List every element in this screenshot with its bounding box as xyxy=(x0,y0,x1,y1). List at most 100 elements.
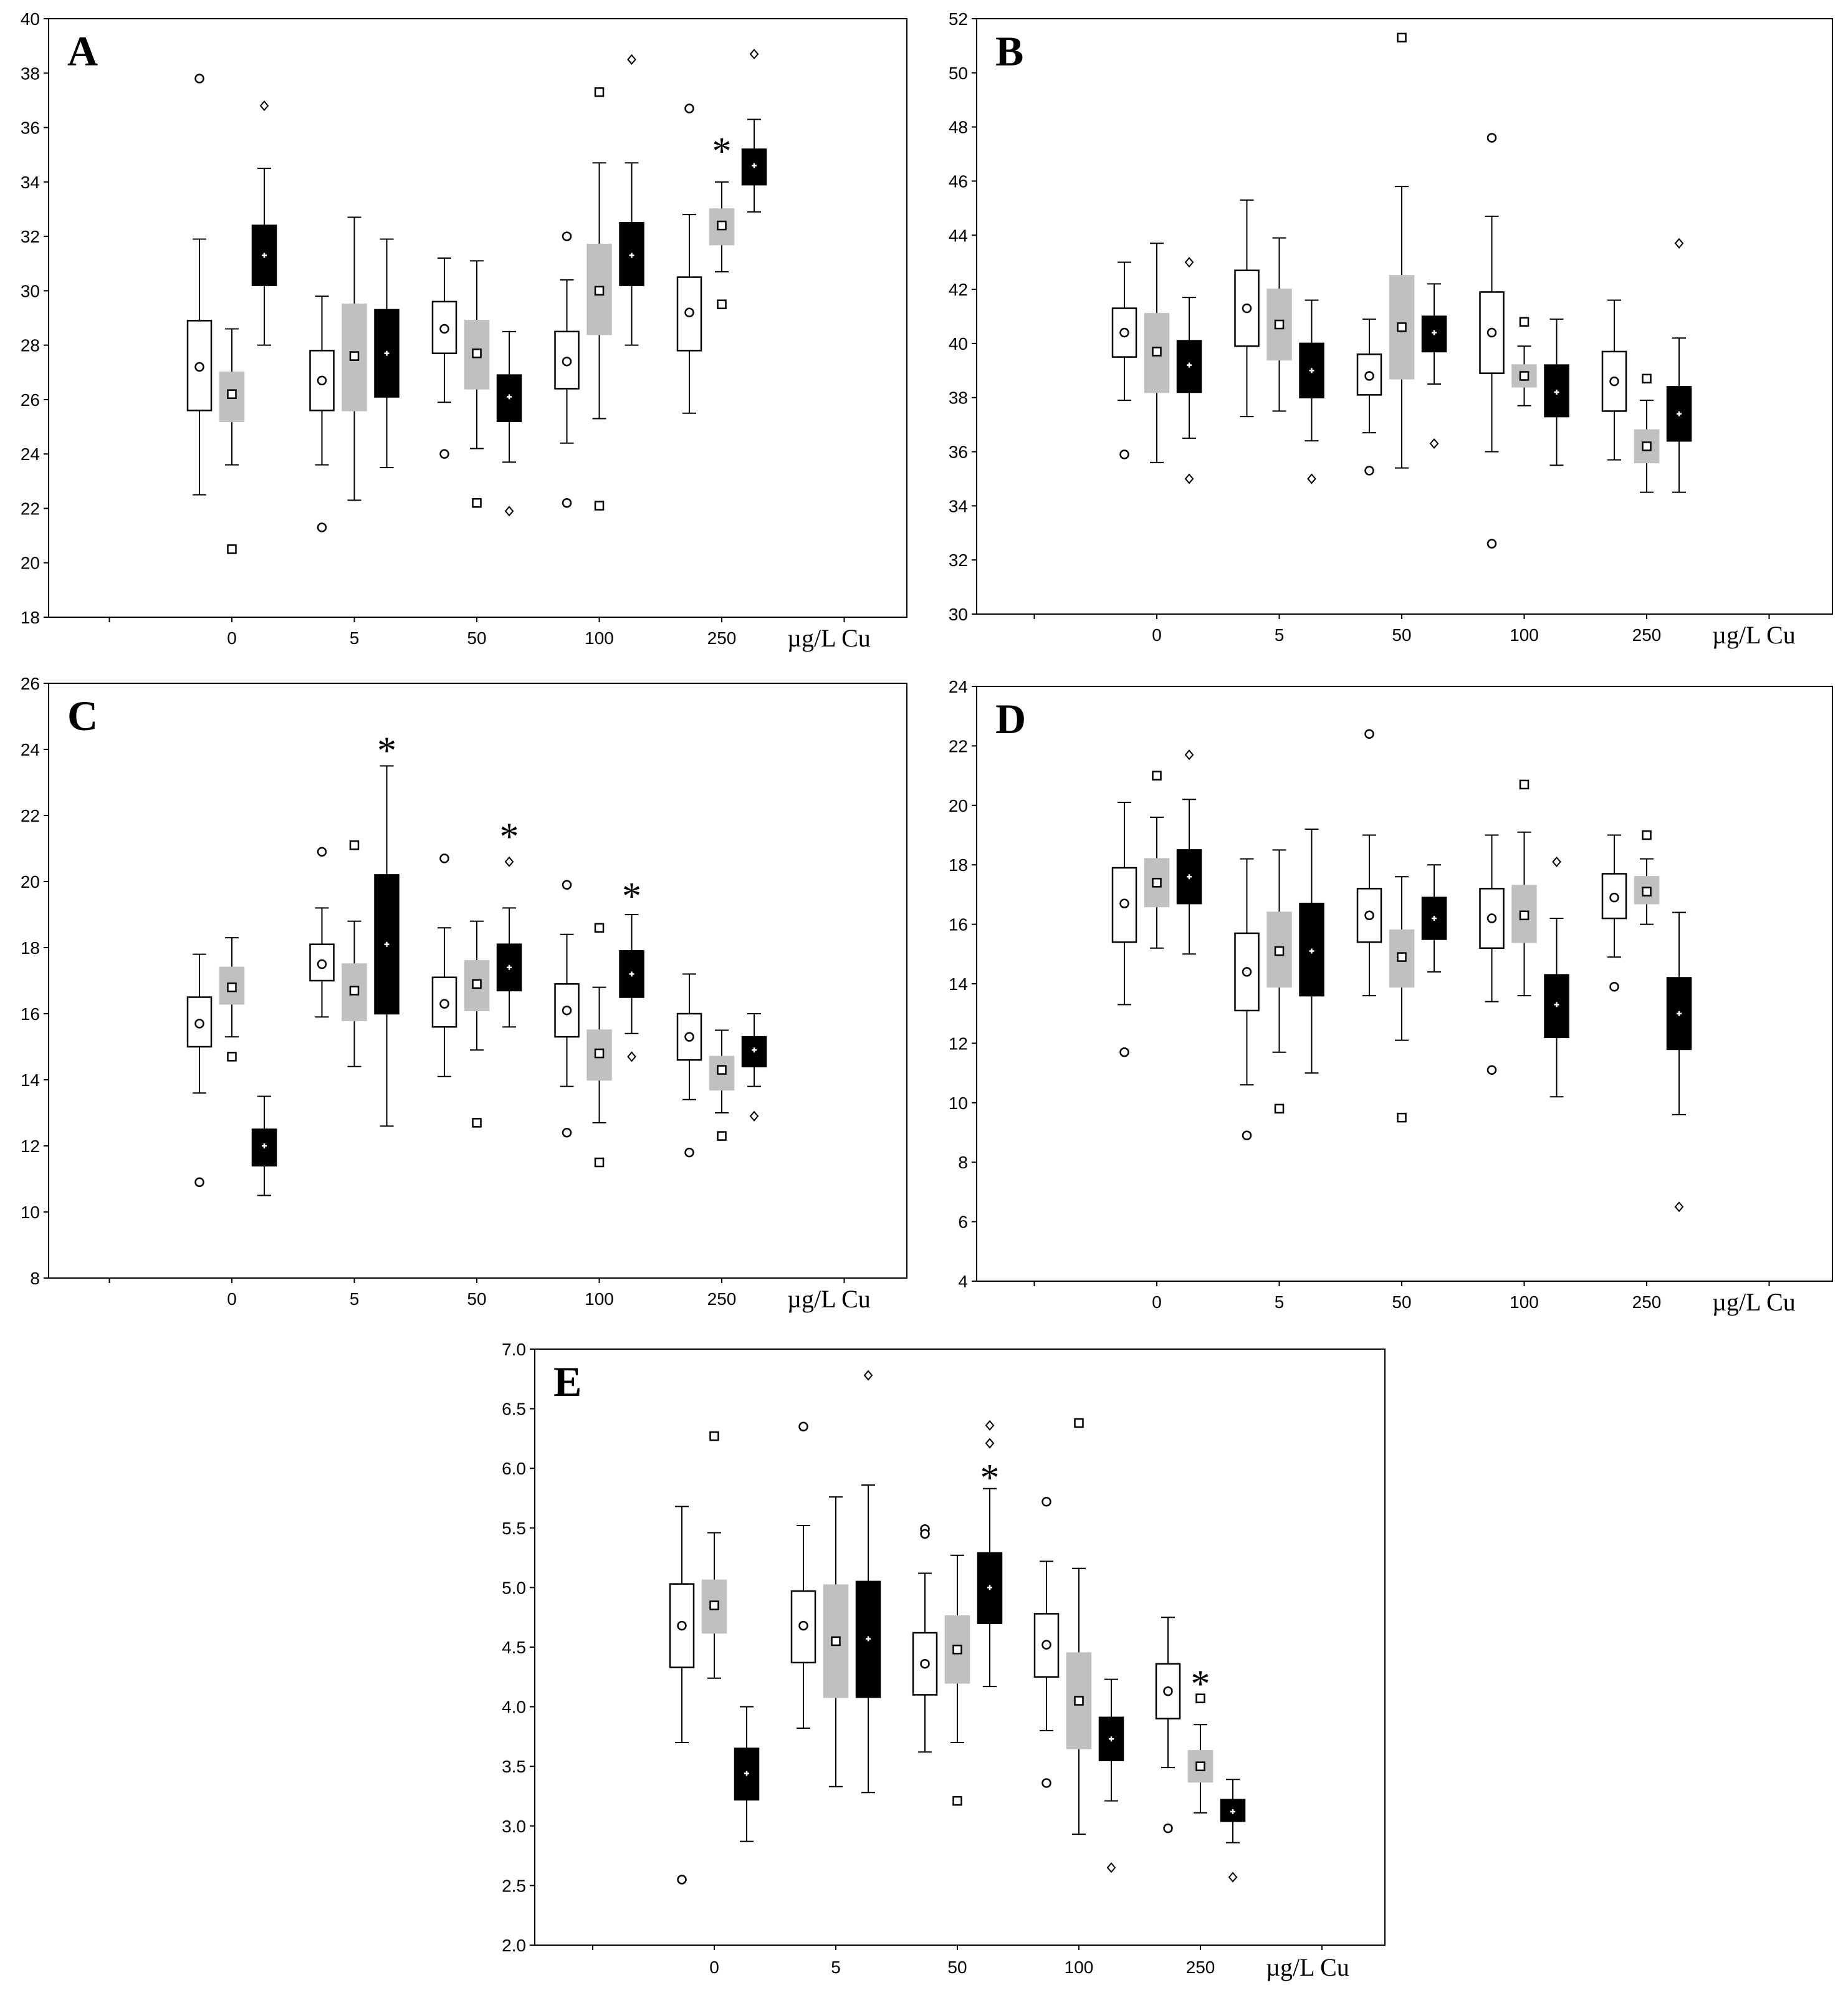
box-iqr xyxy=(251,224,277,286)
y-tick-label: 24 xyxy=(949,677,968,696)
mean-marker xyxy=(1242,967,1252,977)
y-tick-label: 30 xyxy=(949,605,968,624)
outlier-point xyxy=(684,1147,694,1158)
mean-marker xyxy=(439,324,449,334)
mean-marker xyxy=(744,1771,749,1776)
outlier-point xyxy=(227,544,237,554)
mean-marker xyxy=(677,1620,687,1631)
plot-frame xyxy=(976,18,1833,615)
mean-marker xyxy=(507,394,512,400)
panel-letter: B xyxy=(995,27,1023,75)
y-tick-label: 30 xyxy=(21,281,40,300)
outlier-point xyxy=(1184,257,1194,268)
box-iqr xyxy=(709,208,735,246)
outlier-point xyxy=(985,1438,995,1449)
box-black-250 xyxy=(1666,238,1692,493)
y-tick-label: 40 xyxy=(21,9,40,29)
box-white-5 xyxy=(309,847,335,1018)
box-gray-5 xyxy=(1266,237,1292,412)
x-tick-label: 100 xyxy=(1510,625,1539,645)
y-tick-label: 32 xyxy=(21,227,40,246)
outlier-point xyxy=(1163,1823,1173,1834)
x-tick-label: 0 xyxy=(227,1289,237,1309)
x-tick-label: 50 xyxy=(947,1958,967,1977)
mean-marker xyxy=(349,986,360,996)
x-tick-label: 50 xyxy=(467,628,486,648)
outlier-point xyxy=(627,1051,636,1062)
y-tick-label: 28 xyxy=(21,336,40,355)
box-gray-100 xyxy=(1066,1418,1092,1835)
box-gray-0 xyxy=(1144,771,1170,949)
outlier-point xyxy=(317,522,327,532)
panel-letter: C xyxy=(67,692,98,739)
outlier-point xyxy=(1429,438,1439,449)
y-tick-label: 38 xyxy=(949,388,968,408)
box-iqr xyxy=(1176,849,1202,905)
outlier-point xyxy=(1228,1872,1238,1883)
mean-marker xyxy=(194,1019,204,1029)
mean-marker xyxy=(1554,1002,1559,1007)
x-tick-label: 5 xyxy=(350,628,360,648)
mean-marker xyxy=(1309,368,1314,373)
y-tick-label: 7.0 xyxy=(502,1340,526,1359)
x-axis-unit-label: µg/L Cu xyxy=(1266,1953,1349,1981)
box-black-250 xyxy=(741,1013,767,1122)
box-white-5 xyxy=(790,1421,816,1729)
mean-marker xyxy=(1074,1696,1084,1706)
mean-marker xyxy=(1364,371,1374,381)
y-tick-label: 3.5 xyxy=(502,1757,526,1776)
outlier-point xyxy=(1074,1418,1084,1428)
mean-marker xyxy=(1195,1761,1205,1771)
box-black-100 xyxy=(619,914,644,1062)
mean-marker xyxy=(1432,330,1437,335)
panel-a: 18 20 22 24 26 28 30 32 34 36 38 40 0 5 50 100 250 µg/L C… xyxy=(21,9,907,652)
y-tick-label: 26 xyxy=(21,674,40,693)
mean-marker xyxy=(629,971,634,977)
outlier-point xyxy=(1274,1103,1285,1114)
mean-marker xyxy=(194,362,204,372)
outlier-point xyxy=(1041,1496,1051,1507)
mean-marker xyxy=(1152,347,1162,357)
y-tick-label: 44 xyxy=(949,226,968,245)
box-black-0 xyxy=(251,1095,277,1196)
x-tick-label: 5 xyxy=(1275,625,1285,645)
y-tick-label: 24 xyxy=(21,740,40,759)
y-tick-label: 16 xyxy=(21,1004,40,1024)
box-black-5 xyxy=(1299,828,1324,1074)
outlier-point xyxy=(627,54,636,65)
box-black-5 xyxy=(855,1370,881,1794)
mean-marker xyxy=(1309,948,1314,954)
box-white-250 xyxy=(676,103,702,414)
panel-letter: A xyxy=(67,27,98,75)
box-white-100 xyxy=(554,880,580,1138)
significance-star: * xyxy=(377,730,396,772)
box-white-50 xyxy=(1356,318,1382,476)
mean-marker xyxy=(709,1600,719,1610)
outlier-point xyxy=(1552,856,1561,867)
y-tick-label: 4.0 xyxy=(502,1698,526,1717)
x-tick-label: 250 xyxy=(707,628,737,648)
x-tick-label: 250 xyxy=(707,1289,737,1309)
outlier-point xyxy=(1184,473,1194,484)
y-tick-label: 6.5 xyxy=(502,1400,526,1419)
mean-marker xyxy=(1274,946,1285,956)
outlier-point xyxy=(1184,749,1194,761)
x-axis-unit-label: µg/L Cu xyxy=(1712,621,1796,649)
box-gray-5 xyxy=(1266,849,1292,1114)
mean-marker xyxy=(1677,1011,1682,1016)
outlier-point xyxy=(717,299,727,309)
y-tick-label: 4.5 xyxy=(502,1638,526,1657)
mean-marker xyxy=(752,1047,757,1053)
outlier-point xyxy=(749,49,759,60)
mean-marker xyxy=(717,1065,727,1075)
outlier-point xyxy=(1119,449,1129,459)
mean-marker xyxy=(798,1620,808,1631)
panel-letter: D xyxy=(995,695,1026,743)
box-white-0 xyxy=(186,953,213,1188)
box-black-50 xyxy=(496,856,522,1028)
mean-marker xyxy=(472,979,482,989)
y-tick-label: 20 xyxy=(949,796,968,815)
mean-marker xyxy=(262,1143,267,1148)
outlier-point xyxy=(1519,317,1530,327)
y-tick-label: 5.0 xyxy=(502,1578,526,1597)
